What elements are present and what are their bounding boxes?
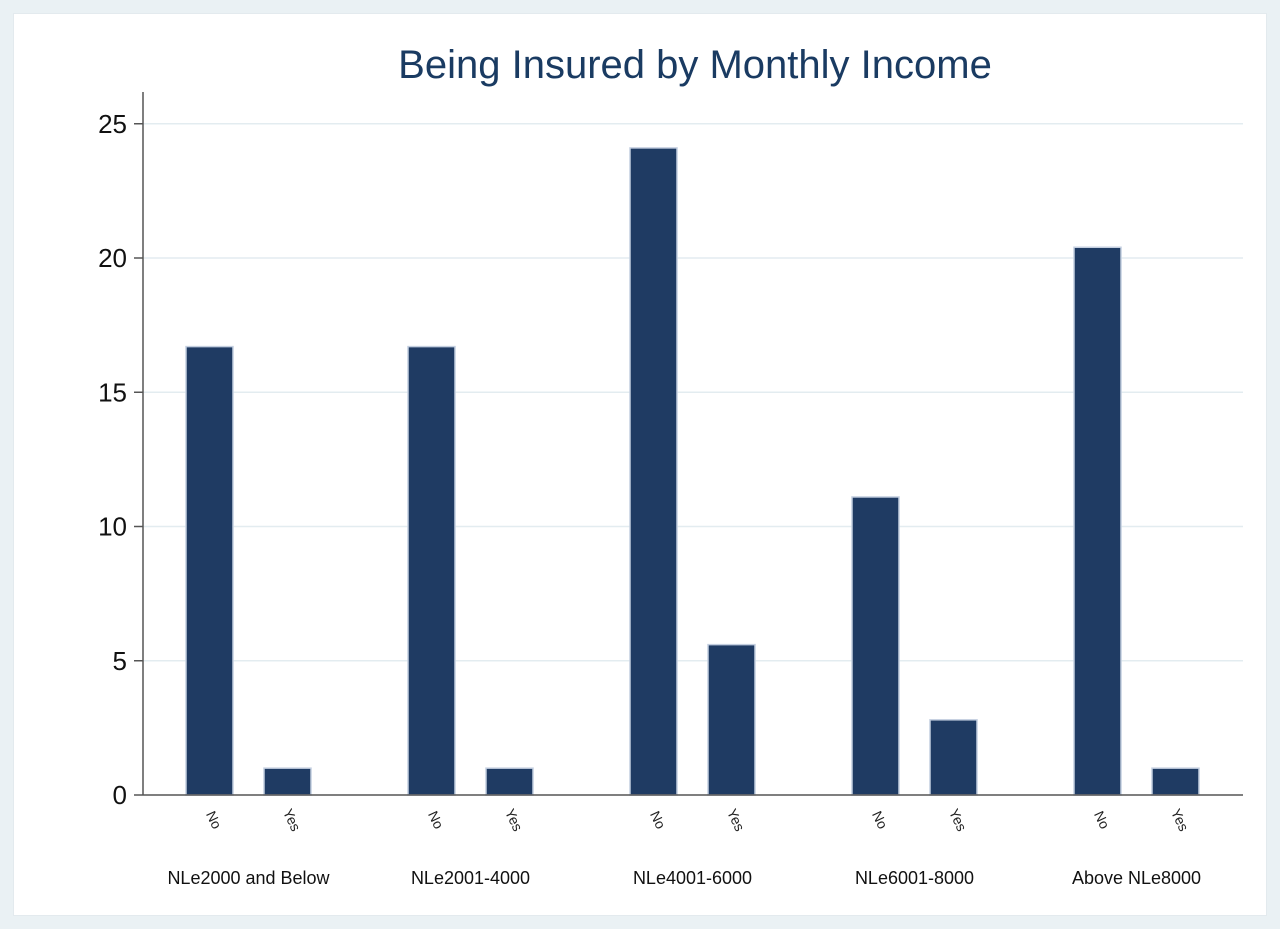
y-tick-label: 25 [98, 109, 127, 139]
x-category-label: NLe4001-6000 [633, 868, 752, 888]
x-bar-label: No [425, 808, 447, 831]
x-category-label: NLe6001-8000 [855, 868, 974, 888]
bar-no-group-2 [407, 345, 456, 796]
y-tick-label: 0 [113, 780, 127, 810]
grid-lines [143, 123, 1243, 662]
x-category-label: NLe2001-4000 [411, 868, 530, 888]
x-bar-label: Yes [502, 806, 526, 833]
bar-no-group-1 [185, 345, 234, 796]
x-bar-label: No [647, 808, 669, 831]
x-category-label: Above NLe8000 [1072, 868, 1201, 888]
x-bar-label: Yes [280, 806, 304, 833]
chart-title: Being Insured by Monthly Income [398, 43, 992, 87]
x-bar-label: Yes [1168, 806, 1192, 833]
y-tick-label: 10 [98, 512, 127, 542]
bar-yes-group-1 [263, 767, 312, 796]
bar-no-group-5 [1073, 246, 1122, 796]
x-category-label: NLe2000 and Below [167, 868, 330, 888]
bars [185, 147, 1200, 796]
bar-no-group-3 [629, 147, 678, 796]
x-bar-label: Yes [724, 806, 748, 833]
y-tick-label: 5 [113, 646, 127, 676]
x-bar-label: No [869, 808, 891, 831]
x-axis-labels: No Yes NLe2000 and Below No Yes NLe2001-4000 N… [167, 806, 1201, 888]
x-bar-label: No [1091, 808, 1113, 831]
x-bar-label: No [203, 808, 225, 831]
y-tick-label: 15 [98, 377, 127, 407]
y-tick-label: 20 [98, 243, 127, 273]
bar-no-group-4 [851, 496, 900, 796]
plot-area [143, 92, 1243, 795]
bar-yes-group-3 [707, 643, 756, 796]
bar-yes-group-4 [929, 719, 978, 796]
x-bar-label: Yes [946, 806, 970, 833]
y-axis: 0 5 10 15 20 25 [98, 109, 143, 810]
bar-yes-group-5 [1151, 767, 1200, 796]
bar-yes-group-2 [485, 767, 534, 796]
